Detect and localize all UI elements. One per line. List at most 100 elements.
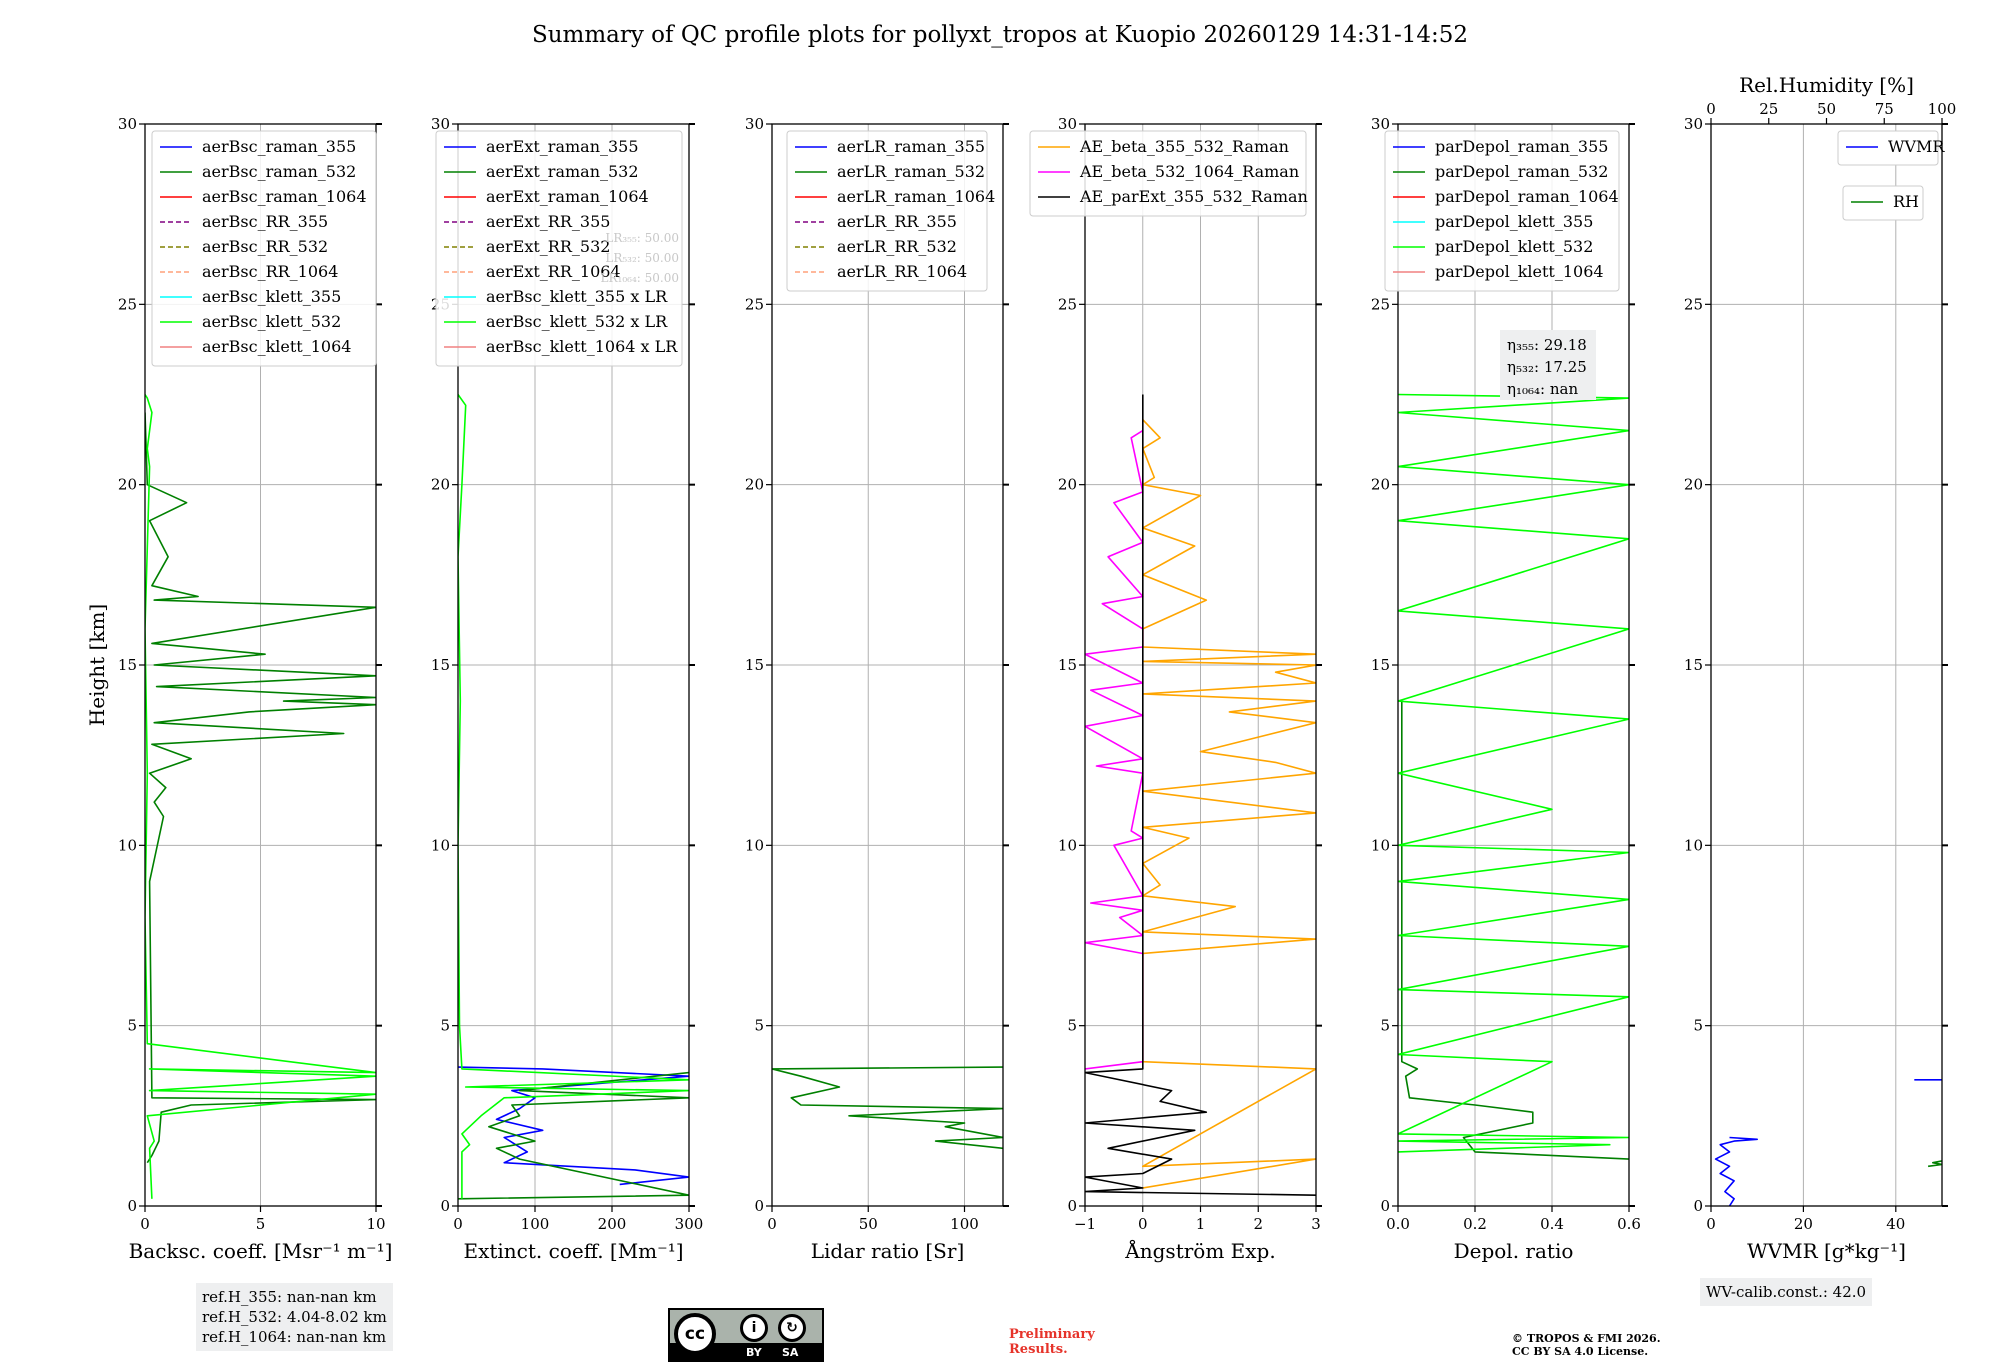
- legend-box: [151, 130, 377, 367]
- y-tick-label: 10: [431, 836, 450, 854]
- cc-sa-label: SA: [782, 1346, 799, 1359]
- legend-label: aerBsc_klett_532 x LR: [486, 312, 668, 331]
- legend-label: aerBsc_klett_355: [202, 287, 341, 306]
- y-tick-label: 10: [1371, 836, 1390, 854]
- x-axis-label: Backsc. coeff. [Msr⁻¹ m⁻¹]: [129, 1239, 393, 1263]
- y-tick-label: 20: [1058, 476, 1077, 494]
- x-tick-label: 20: [1794, 1215, 1813, 1233]
- panel-extinction: 0510152025300100200300Extinct. coeff. [M…: [431, 115, 703, 1263]
- legend-label: AE_beta_355_532_Raman: [1079, 137, 1289, 156]
- y-tick-label: 30: [745, 115, 764, 133]
- x-tick-label: 40: [1886, 1215, 1905, 1233]
- x-tick-label: 2: [1253, 1215, 1263, 1233]
- legend-label: AE_parExt_355_532_Raman: [1079, 187, 1308, 206]
- y-tick-label: 30: [1684, 115, 1703, 133]
- legend-label: aerExt_raman_355: [486, 137, 639, 156]
- legend-label: parDepol_raman_532: [1435, 162, 1608, 181]
- lidar-ratio-label: LR₁₀₆₄: 50.00: [601, 271, 679, 285]
- legend-box: [1384, 130, 1620, 292]
- wv-calib-box: WV-calib.const.: 42.0: [1700, 1278, 1873, 1306]
- y-tick-label: 10: [1058, 836, 1077, 854]
- y-tick-label: 15: [431, 656, 450, 674]
- wv-calib-const: WV-calib.const.: 42.0: [1706, 1283, 1867, 1301]
- y-tick-label: 5: [1380, 1017, 1390, 1035]
- legend-box: [435, 130, 683, 367]
- y-tick-label: 30: [1058, 115, 1077, 133]
- legend-label: aerBsc_RR_532: [202, 237, 328, 256]
- series-line-AE_parExt_355_532_Raman: [1085, 394, 1316, 1196]
- legend-label: parDepol_klett_355: [1435, 212, 1593, 231]
- y-tick-label: 15: [1371, 656, 1390, 674]
- series-line-aerBsc_klett_532: [145, 394, 376, 1199]
- y-tick-label: 20: [1371, 476, 1390, 494]
- legend: AE_beta_355_532_Raman AE_beta_532_1064_Ra…: [1029, 130, 1308, 217]
- y-tick-label: 25: [1058, 295, 1077, 313]
- legend-label: parDepol_raman_355: [1435, 137, 1608, 156]
- ref-height-1064: ref.H_1064: nan-nan km: [202, 1328, 387, 1346]
- y-tick-label: 20: [431, 476, 450, 494]
- legend-label: aerBsc_RR_355: [202, 212, 328, 231]
- preliminary-line-1: Preliminary: [1009, 1327, 1095, 1342]
- series-line-aerBsc_raman_532: [145, 412, 376, 1164]
- legend-label: parDepol_klett_532: [1435, 237, 1593, 256]
- y-tick-label: 0: [127, 1197, 137, 1215]
- eta-label: η₁₀₆₄: nan: [1507, 380, 1578, 398]
- cc-license-logo: cc i ↻ BY SA: [668, 1308, 824, 1362]
- y-tick-label: 20: [118, 476, 137, 494]
- legend-label: RH: [1893, 192, 1919, 211]
- x-tick-label: 5: [256, 1215, 266, 1233]
- y-tick-label: 30: [118, 115, 137, 133]
- share-alike-icon: ↻: [778, 1314, 806, 1342]
- x-axis-label: Lidar ratio [Sr]: [811, 1239, 965, 1263]
- x-tick-label: 0.4: [1540, 1215, 1564, 1233]
- y-tick-label: 15: [1684, 656, 1703, 674]
- legend: parDepol_raman_355 parDepol_raman_532 parD…: [1384, 130, 1620, 292]
- y-tick-label: 15: [1058, 656, 1077, 674]
- series-line-aerExt_raman_532: [458, 1071, 689, 1200]
- y-tick-label: 5: [1693, 1017, 1703, 1035]
- legend-label: aerBsc_RR_1064: [202, 262, 338, 281]
- x-axis-label: Depol. ratio: [1454, 1239, 1574, 1263]
- y-tick-label: 0: [754, 1197, 764, 1215]
- legend-label: aerLR_raman_355: [837, 137, 985, 156]
- x-axis-label: WVMR [g*kg⁻¹]: [1747, 1239, 1906, 1263]
- copyright-line-2: CC BY SA 4.0 License.: [1512, 1345, 1649, 1358]
- x-tick-label: 100: [950, 1215, 979, 1233]
- x-axis-label: Extinct. coeff. [Mm⁻¹]: [463, 1239, 683, 1263]
- y-tick-label: 30: [1371, 115, 1390, 133]
- legend-label: aerBsc_raman_1064: [202, 187, 367, 206]
- legend-label: aerBsc_klett_1064 x LR: [486, 337, 678, 356]
- y-tick-label: 5: [440, 1017, 450, 1035]
- y-tick-label: 10: [1684, 836, 1703, 854]
- y-tick-label: 0: [1380, 1197, 1390, 1215]
- preliminary-note: Preliminary Results.: [1009, 1327, 1095, 1357]
- y-tick-label: 5: [127, 1017, 137, 1035]
- legend-label: aerExt_RR_1064: [486, 262, 621, 281]
- y-tick-label: 0: [1067, 1197, 1077, 1215]
- legend: aerExt_raman_355 aerExt_raman_532 aerExt_r…: [435, 130, 683, 367]
- series-line-WVMR: [1714, 1136, 1758, 1206]
- y-tick-label: 15: [118, 656, 137, 674]
- eta-label: η₃₅₅: 29.18: [1507, 336, 1587, 354]
- copyright-note: © TROPOS & FMI 2026. CC BY SA 4.0 Licens…: [1512, 1332, 1661, 1358]
- legend-label: aerExt_raman_532: [486, 162, 639, 181]
- legend-label: aerLR_RR_1064: [837, 262, 967, 281]
- y-tick-label: 10: [118, 836, 137, 854]
- panel-lidarratio: 0 5 10 15 20 25 30 0 50 100 Lidar ratio [Sr] aerLR_…: [745, 115, 1009, 1263]
- series-line-AE_beta_532_1064_Raman: [1085, 429, 1144, 1070]
- panel-backscatter: 0 5 10 15 20 25 30 0 5 10 Backsc. coeff. [Msr⁻¹ m⁻…: [118, 115, 392, 1263]
- legend: aerBsc_raman_355 aerBsc_raman_532 aerBsc_r…: [151, 130, 377, 367]
- series-line-aerLR_raman_532: [772, 1066, 1003, 1150]
- legend-label: aerBsc_raman_355: [202, 137, 356, 156]
- x-axis-label: Ångström Exp.: [1124, 1238, 1275, 1263]
- legend-box: [1029, 130, 1307, 217]
- y-tick-label: 20: [1684, 476, 1703, 494]
- y-tick-label: 30: [431, 115, 450, 133]
- eta-box: [1500, 330, 1596, 400]
- legend-label: aerExt_raman_1064: [486, 187, 649, 206]
- y-tick-label: 5: [754, 1017, 764, 1035]
- figure-title: Summary of QC profile plots for pollyxt_…: [531, 22, 1469, 48]
